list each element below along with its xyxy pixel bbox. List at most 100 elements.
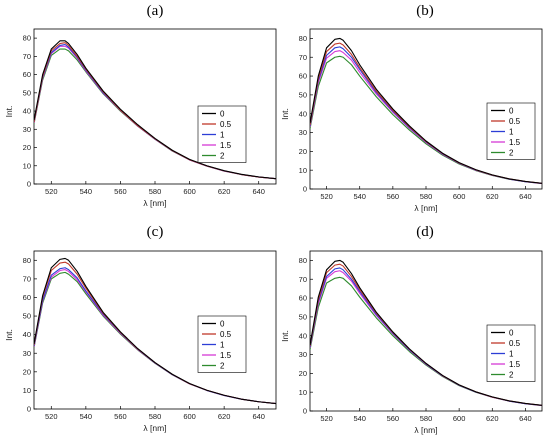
y-tick-label: 0 xyxy=(27,180,31,189)
y-tick-label: 50 xyxy=(299,90,307,99)
y-tick-label: 40 xyxy=(23,330,31,339)
x-tick-label: 540 xyxy=(80,187,93,196)
legend-entry: 0.5 xyxy=(509,339,521,348)
legend-entry: 0.5 xyxy=(220,330,232,339)
x-axis-label: λ [nm] xyxy=(143,198,166,208)
y-tick-label: 80 xyxy=(299,256,307,265)
legend-entry: 0.5 xyxy=(220,120,232,129)
x-tick-label: 600 xyxy=(453,414,466,423)
x-tick-label: 580 xyxy=(420,414,433,423)
panel-label: (b) xyxy=(416,3,434,19)
y-tick-label: 70 xyxy=(23,52,31,61)
series-lines xyxy=(310,37,542,185)
x-tick-label: 640 xyxy=(252,412,265,421)
y-tick-label: 0 xyxy=(27,405,31,414)
series-lines xyxy=(34,40,276,180)
legend-entry: 1 xyxy=(220,340,225,349)
legend-entry: 1 xyxy=(509,127,514,136)
x-tick-label: 520 xyxy=(45,187,58,196)
x-tick-label: 600 xyxy=(183,187,196,196)
y-tick-label: 80 xyxy=(23,34,31,43)
y-tick-label: 20 xyxy=(299,147,307,156)
legend-entry: 0 xyxy=(220,319,225,328)
x-tick-label: 540 xyxy=(80,412,93,421)
x-axis-label: λ [nm] xyxy=(414,425,437,435)
y-tick-label: 10 xyxy=(299,166,307,175)
x-tick-label: 560 xyxy=(387,414,400,423)
y-tick-label: 50 xyxy=(23,312,31,321)
x-tick-label: 560 xyxy=(114,187,127,196)
y-tick-label: 20 xyxy=(23,143,31,152)
x-axis-label: λ [nm] xyxy=(143,423,166,433)
y-tick-label: 40 xyxy=(299,109,307,118)
x-tick-label: 520 xyxy=(320,414,333,423)
y-tick-label: 10 xyxy=(299,388,307,397)
y-tick-label: 70 xyxy=(299,275,307,284)
legend: 0 0.51 1.52 xyxy=(197,105,247,163)
y-tick-label: 20 xyxy=(23,367,31,376)
legend-entry: 1.5 xyxy=(220,141,232,150)
y-axis-label: Int. xyxy=(280,108,290,120)
x-tick-label: 580 xyxy=(149,412,162,421)
legend-entry: 0 xyxy=(220,109,225,118)
y-tick-label: 30 xyxy=(299,350,307,359)
y-tick-label: 10 xyxy=(23,386,31,395)
x-tick-label: 580 xyxy=(420,192,433,201)
legend: 0 0.51 1.52 xyxy=(486,102,536,160)
x-tick-label: 580 xyxy=(149,187,162,196)
y-tick-label: 40 xyxy=(23,107,31,116)
legend: 0 0.51 1.52 xyxy=(197,315,247,373)
x-tick-label: 620 xyxy=(218,412,231,421)
y-tick-label: 80 xyxy=(299,34,307,43)
y-tick-label: 20 xyxy=(299,369,307,378)
legend-entry: 0 xyxy=(509,328,514,337)
x-tick-label: 600 xyxy=(453,192,466,201)
y-axis-label: Int. xyxy=(4,329,14,341)
series-line-0 xyxy=(310,37,542,184)
y-tick-label: 80 xyxy=(23,256,31,265)
x-tick-label: 620 xyxy=(486,192,499,201)
series-lines xyxy=(310,259,542,407)
x-tick-label: 520 xyxy=(45,412,58,421)
y-tick-label: 40 xyxy=(299,331,307,340)
legend-entry: 1 xyxy=(220,130,225,139)
x-tick-label: 540 xyxy=(353,192,366,201)
x-tick-label: 640 xyxy=(252,187,265,196)
y-tick-label: 70 xyxy=(23,274,31,283)
legend-entry: 1.5 xyxy=(509,138,521,147)
y-tick-label: 60 xyxy=(299,72,307,81)
x-tick-label: 520 xyxy=(320,192,333,201)
legend-entry: 2 xyxy=(220,151,225,160)
x-tick-label: 640 xyxy=(519,192,532,201)
legend-entry: 2 xyxy=(509,370,514,379)
legend-entry: 1.5 xyxy=(220,351,232,360)
legend-entry: 0 xyxy=(509,106,514,115)
y-tick-label: 30 xyxy=(23,125,31,134)
y-tick-label: 60 xyxy=(299,294,307,303)
legend-entry: 2 xyxy=(220,361,225,370)
panel-label: (d) xyxy=(416,224,434,240)
panel-label: (c) xyxy=(147,224,164,240)
series-lines xyxy=(34,257,276,405)
panel-label: (a) xyxy=(147,3,164,19)
x-tick-label: 620 xyxy=(486,414,499,423)
y-tick-label: 60 xyxy=(23,293,31,302)
series-line-0 xyxy=(310,259,542,406)
y-tick-label: 0 xyxy=(303,407,307,416)
series-line-0 xyxy=(34,40,276,180)
legend: 0 0.51 1.52 xyxy=(486,324,536,382)
legend-entry: 1 xyxy=(509,349,514,358)
y-tick-label: 30 xyxy=(299,128,307,137)
legend-entry: 0.5 xyxy=(509,117,521,126)
series-line-0 xyxy=(34,257,276,405)
x-tick-label: 560 xyxy=(114,412,127,421)
y-tick-label: 10 xyxy=(23,161,31,170)
y-tick-label: 60 xyxy=(23,70,31,79)
x-tick-label: 620 xyxy=(218,187,231,196)
legend-entry: 1.5 xyxy=(509,360,521,369)
